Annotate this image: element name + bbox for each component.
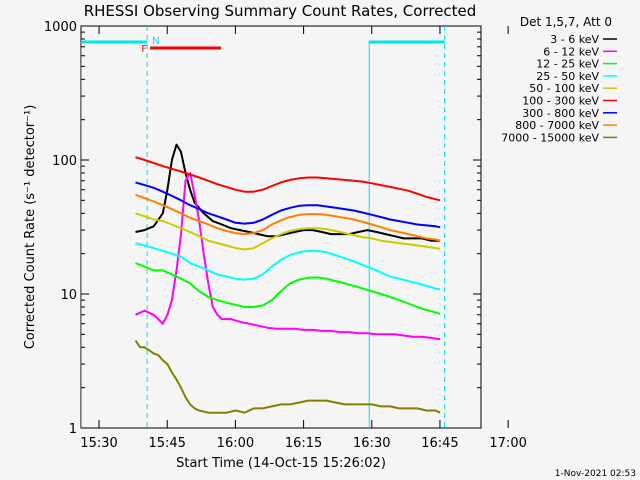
y-tick-label: 1000 [44,20,77,35]
series-line-8 [134,339,441,414]
annotations: NF [81,26,446,428]
legend-label-8: 7000 - 15000 keV [501,131,599,144]
flare-label: F [141,44,147,55]
x-tick-label: 17:00 [489,436,526,451]
y-tick-label: 1 [69,422,77,437]
series-line-3 [135,242,441,291]
x-tick-label: 16:15 [285,436,322,451]
legend-label-3: 25 - 50 keV [536,70,599,83]
series-line-4 [135,212,441,251]
series-line-1 [135,172,441,341]
x-tick-label: 15:30 [80,436,117,451]
legend-label-0: 3 - 6 keV [550,33,599,46]
series-line-0 [135,143,441,242]
series-group [134,143,441,414]
x-tick-label: 15:45 [148,436,185,451]
x-axis-label: Start Time (14-Oct-15 15:26:02) [176,456,386,471]
x-tick-label: 16:00 [217,436,254,451]
legend-header: Det 1,5,7, Att 0 [520,15,612,29]
y-axis-label: Corrected Count Rate (s⁻¹ detector⁻¹) [23,105,38,350]
legend-label-6: 300 - 800 keV [522,107,599,120]
y-tick-label: 10 [60,288,77,303]
series-line-7 [135,193,441,242]
legend-label-1: 6 - 12 keV [543,45,599,58]
x-tick-label: 16:45 [421,436,458,451]
legend-label-7: 800 - 7000 keV [515,119,599,132]
x-tick-label: 16:30 [353,436,390,451]
series-line-6 [135,181,441,229]
series-line-5 [135,156,441,202]
chart-title: RHESSI Observing Summary Count Rates, Co… [84,2,477,20]
axes-group: 15:30 15:45 16:00 16:15 16:30 16:45 17:00 1 10 10… [44,20,527,451]
legend-label-4: 50 - 100 keV [529,82,599,95]
y-tick-label: 100 [52,154,77,169]
footer-timestamp: 1-Nov-2021 02:53 [555,469,636,479]
series-line-2 [135,262,441,315]
legend-label-2: 12 - 25 keV [536,58,599,71]
night-label: N [152,36,159,47]
legend-label-5: 100 - 300 keV [522,95,599,108]
